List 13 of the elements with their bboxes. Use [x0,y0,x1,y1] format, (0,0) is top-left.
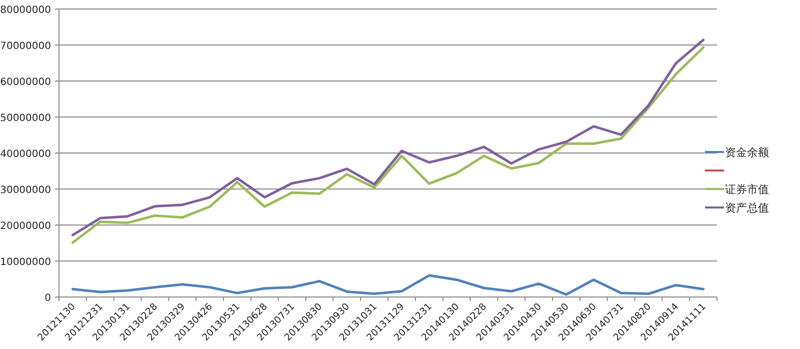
y-tick-label: 60000000 [0,77,51,88]
y-tick-label: 50000000 [0,113,51,124]
y-tick-label: 10000000 [0,257,51,268]
legend-label: 资产总值 [725,202,769,214]
line-series [71,274,705,296]
y-tick-label: 40000000 [0,149,51,160]
y-tick-label: 20000000 [0,221,51,232]
y-tick-label: 30000000 [0,185,51,196]
legend-label: 资金余额 [725,146,769,159]
legend-label: 证券市值 [725,183,769,196]
y-tick-label: 0 [44,293,51,304]
y-tick-label: 70000000 [0,41,51,52]
y-tick-label: 80000000 [0,5,51,16]
